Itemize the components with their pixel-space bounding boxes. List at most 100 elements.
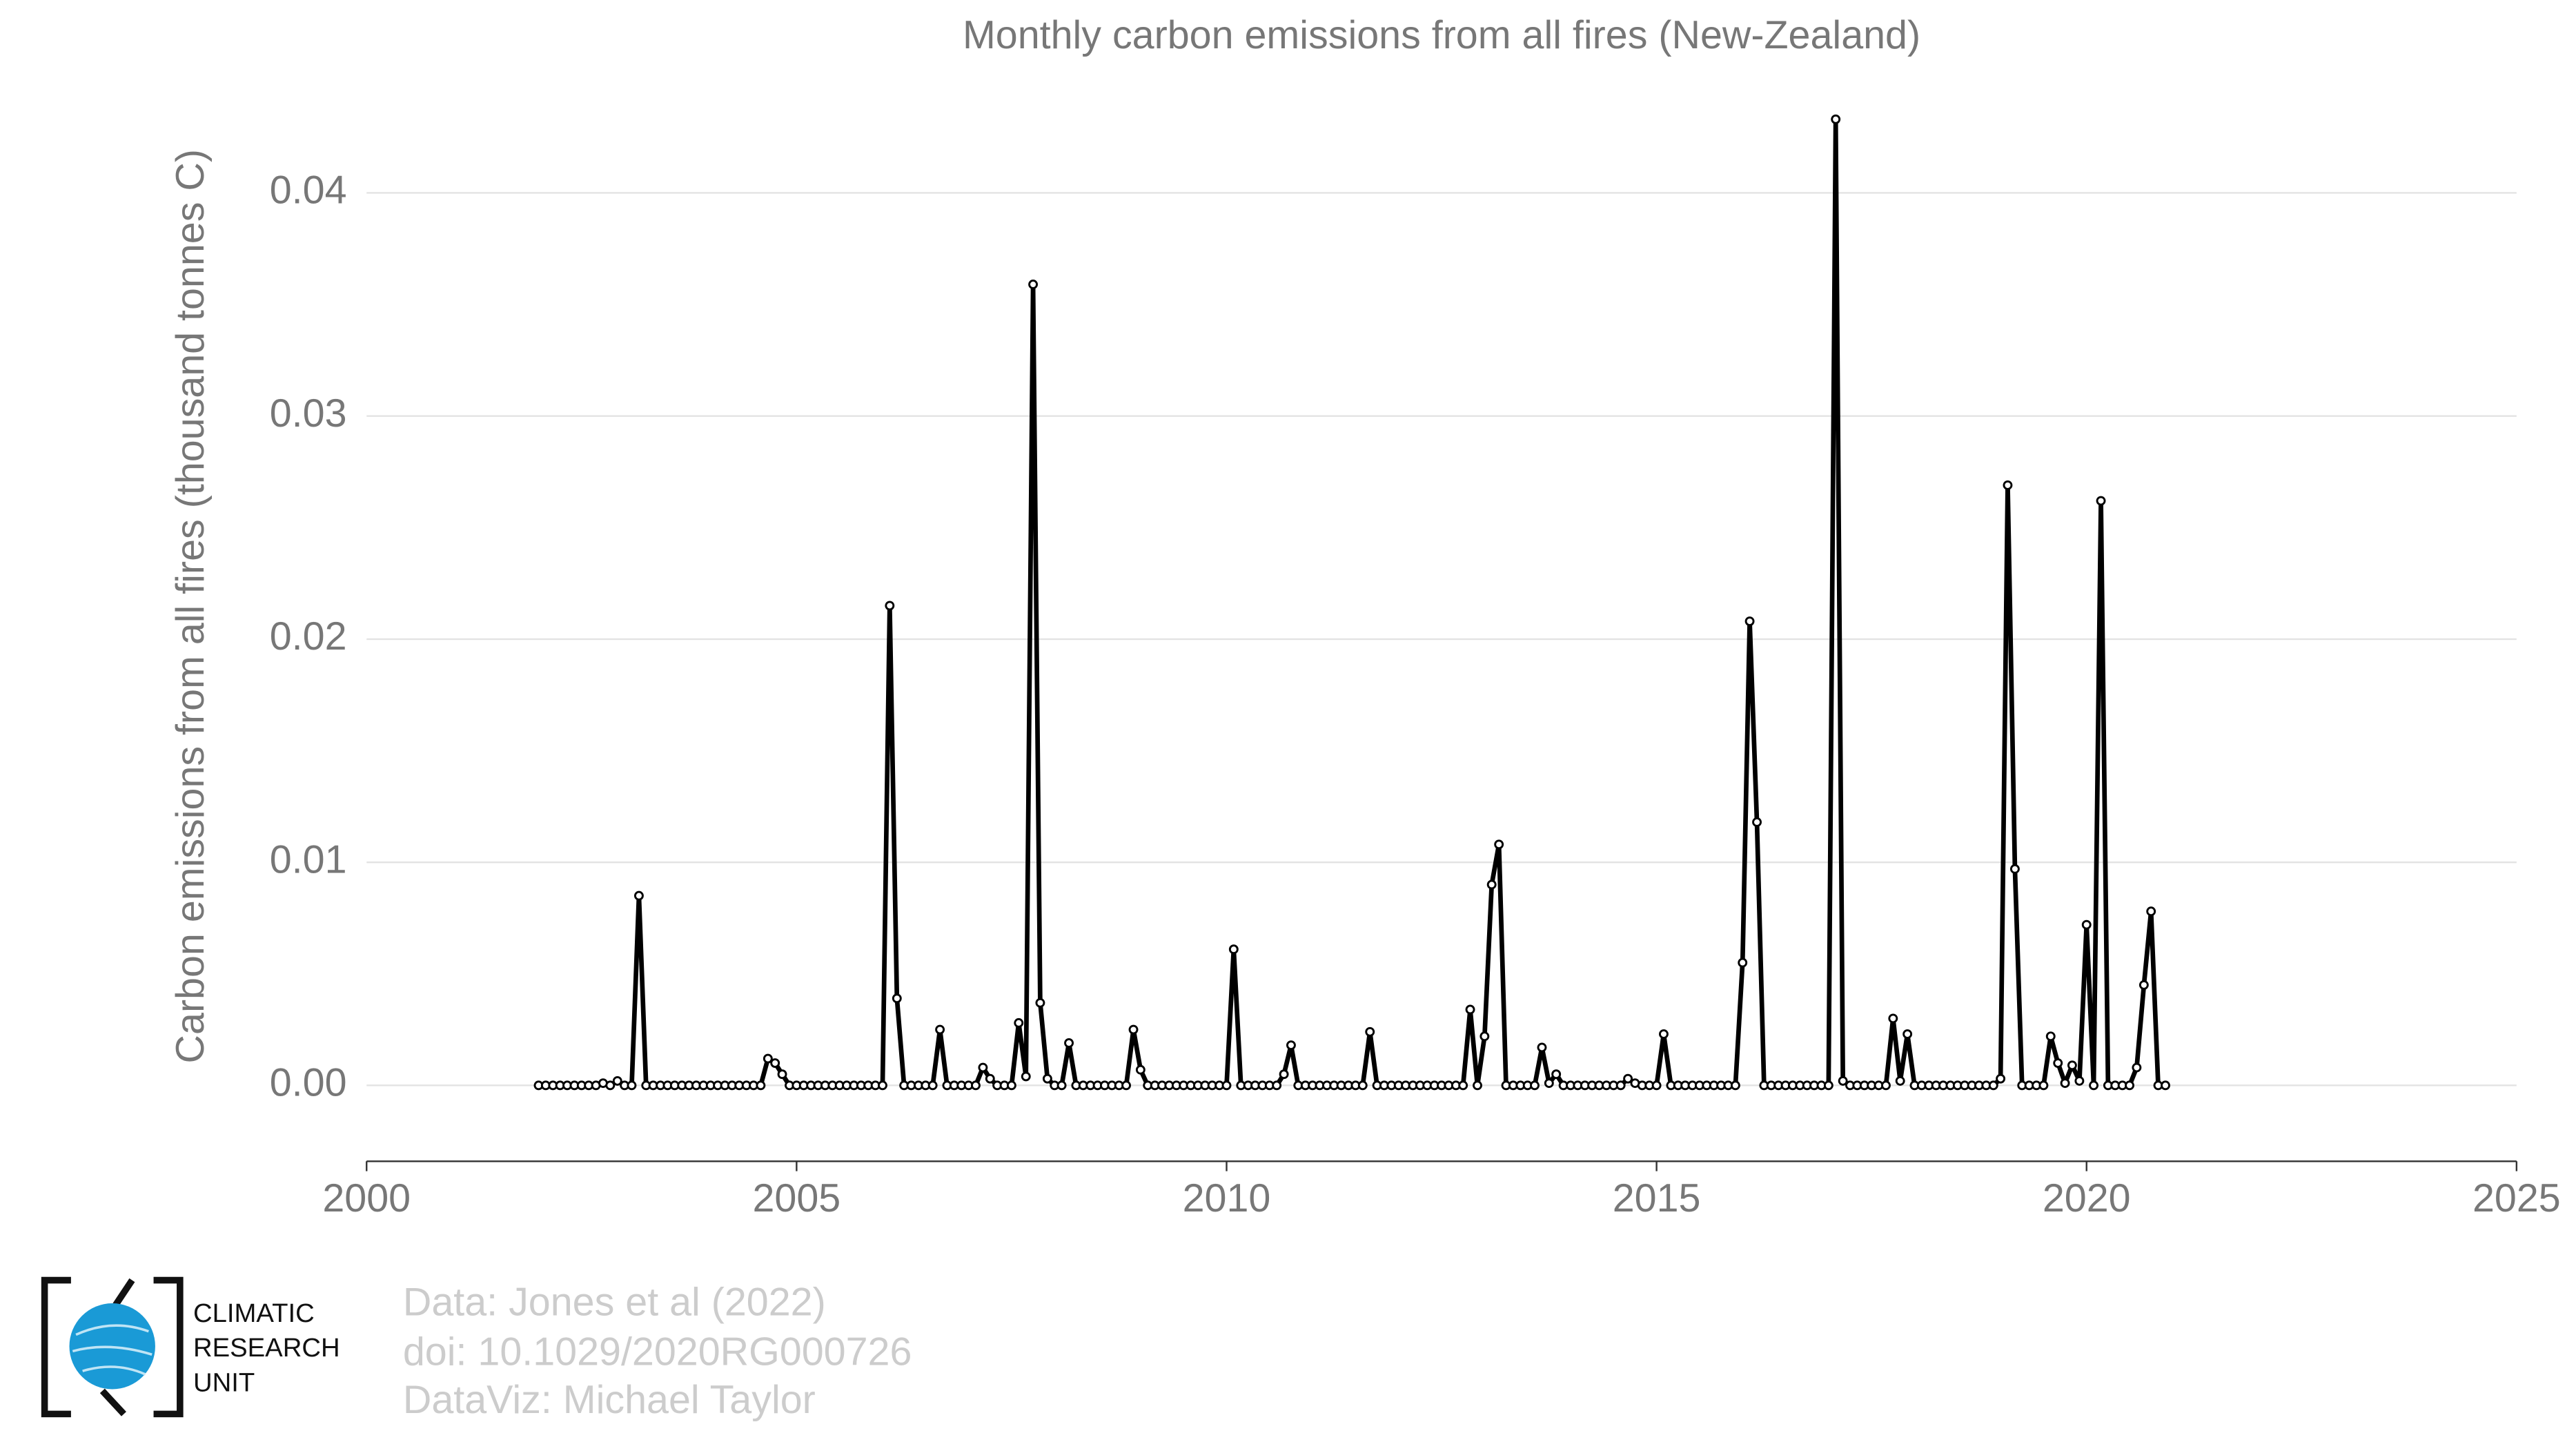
x-tick-label: 2000: [322, 1176, 411, 1220]
data-point: [971, 1080, 981, 1091]
data-point: [1465, 1004, 1475, 1015]
x-tick-label: 2020: [2043, 1176, 2131, 1220]
data-point: [2146, 906, 2156, 917]
data-point: [1221, 1080, 1232, 1091]
data-point: [1888, 1013, 1898, 1024]
data-point: [770, 1058, 780, 1068]
y-tick-label: 0.03: [270, 391, 347, 436]
data-point: [1014, 1017, 1024, 1028]
data-point: [935, 1024, 945, 1035]
data-point: [2125, 1080, 2134, 1091]
y-tick-label: 0.02: [270, 614, 347, 659]
data-point: [1551, 1069, 1562, 1080]
data-point: [1006, 1080, 1016, 1091]
data-point: [1035, 997, 1045, 1008]
data-point: [1902, 1029, 1913, 1039]
data-point: [1823, 1080, 1833, 1091]
data-point: [1128, 1024, 1139, 1035]
data-point: [1135, 1064, 1146, 1075]
x-tick-label: 2015: [1613, 1176, 1701, 1220]
data-point: [1056, 1080, 1067, 1091]
data-point: [1028, 280, 1039, 289]
credit: Data: Jones et al (2022): [403, 1280, 826, 1325]
data-point: [1895, 1075, 1905, 1086]
credit: DataViz: Michael Taylor: [403, 1378, 816, 1422]
y-axis-label: Carbon emissions from all fires (thousan…: [168, 149, 213, 1063]
data-point: [1064, 1038, 1074, 1048]
y-tick-label: 0.04: [270, 168, 347, 213]
data-point: [927, 1080, 938, 1091]
data-point: [878, 1080, 887, 1091]
logo: CLIMATIC RESEARCH UNIT: [41, 1276, 340, 1418]
data-point: [2003, 480, 2013, 490]
data-line: [538, 117, 2166, 1088]
data-point: [1479, 1031, 1490, 1042]
data-point: [1988, 1080, 1998, 1091]
data-point: [633, 890, 644, 901]
data-point: [1121, 1080, 1131, 1091]
data-point: [1659, 1029, 1669, 1039]
data-point: [2038, 1080, 2049, 1091]
data-point: [1494, 839, 1504, 850]
data-point: [605, 1080, 616, 1091]
data-point: [2053, 1058, 2063, 1068]
data-point: [978, 1062, 988, 1073]
data-point: [1996, 1073, 2006, 1084]
logo-slash: [99, 1278, 135, 1416]
data-point: [1458, 1080, 1468, 1091]
data-point: [1651, 1080, 1662, 1091]
data-point: [1738, 957, 1748, 968]
data-point: [2096, 496, 2106, 506]
data-point: [756, 1080, 766, 1091]
logo-text: RESEARCH: [193, 1333, 340, 1363]
data-point: [2089, 1080, 2099, 1091]
data-point: [763, 1053, 773, 1064]
data-point: [1530, 1080, 1540, 1091]
data-point: [885, 601, 895, 611]
logo-bracket: [41, 1276, 71, 1418]
data-point: [1544, 1078, 1554, 1089]
chart-title: Monthly carbon emissions from all fires …: [963, 13, 1920, 57]
y-tick-label: 0.00: [270, 1061, 347, 1105]
data-point: [1752, 817, 1762, 827]
data-point: [2009, 864, 2020, 874]
x-tick-label: 2025: [2472, 1176, 2561, 1220]
data-point: [1279, 1069, 1289, 1080]
data-point: [1286, 1040, 1296, 1051]
logo-text: CLIMATIC: [193, 1298, 315, 1328]
data-point: [2074, 1075, 2085, 1086]
credit: doi: 10.1029/2020RG000726: [403, 1330, 912, 1374]
data-point: [2067, 1060, 2077, 1071]
logo-bracket: [153, 1276, 184, 1418]
data-point: [1537, 1042, 1547, 1053]
data-point: [1228, 944, 1239, 955]
data-point: [1473, 1080, 1482, 1091]
data-point: [1042, 1073, 1052, 1084]
data-point: [2132, 1062, 2142, 1073]
data-point: [1486, 879, 1497, 890]
data-point: [612, 1075, 622, 1086]
data-point: [2045, 1031, 2056, 1042]
data-point: [2139, 980, 2149, 990]
data-point: [2060, 1078, 2070, 1089]
data-point: [1838, 1075, 1848, 1086]
data-point: [1365, 1026, 1375, 1037]
data-point: [2161, 1080, 2170, 1091]
y-tick-label: 0.01: [270, 837, 347, 882]
data-point: [1881, 1080, 1891, 1091]
data-point: [1831, 114, 1841, 124]
x-tick-label: 2010: [1183, 1176, 1271, 1220]
data-point: [1021, 1071, 1031, 1082]
x-tick-label: 2005: [752, 1176, 840, 1220]
data-point: [1272, 1080, 1282, 1091]
logo-lines: [72, 1324, 153, 1376]
data-point: [1744, 616, 1755, 626]
data-point: [2081, 919, 2092, 930]
data-point: [777, 1069, 787, 1080]
data-point: [985, 1073, 995, 1084]
data-point: [1623, 1073, 1633, 1084]
data-point: [1357, 1080, 1368, 1091]
data-point: [1730, 1080, 1740, 1091]
